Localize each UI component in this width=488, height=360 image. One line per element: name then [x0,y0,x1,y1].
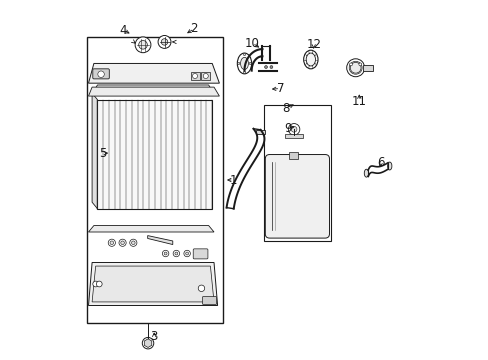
Text: 7: 7 [276,82,284,95]
Text: 2: 2 [190,22,198,35]
Circle shape [349,63,352,66]
Polygon shape [92,93,97,209]
Circle shape [164,252,167,255]
Circle shape [108,239,115,246]
Text: 5: 5 [99,147,106,159]
Circle shape [249,62,251,64]
Ellipse shape [364,169,368,177]
Circle shape [142,337,153,349]
Text: 11: 11 [351,95,366,108]
Ellipse shape [237,53,251,74]
Circle shape [185,252,188,255]
Polygon shape [88,226,214,232]
FancyBboxPatch shape [93,69,109,79]
Polygon shape [92,266,214,302]
Bar [288,152,297,159]
Circle shape [243,71,245,73]
Circle shape [119,239,126,246]
Circle shape [175,252,178,255]
Circle shape [173,250,179,257]
Circle shape [264,66,267,68]
Text: 1: 1 [229,174,237,186]
FancyBboxPatch shape [202,297,216,305]
Circle shape [158,36,171,48]
Circle shape [161,39,167,45]
Circle shape [269,66,272,68]
Bar [256,130,265,134]
Polygon shape [88,262,217,306]
Bar [86,37,223,323]
Polygon shape [92,85,214,94]
Circle shape [237,62,239,64]
Bar [190,72,199,80]
Text: 4: 4 [119,24,127,37]
Text: 12: 12 [305,38,321,51]
Circle shape [135,37,151,53]
Ellipse shape [240,57,248,69]
Bar [97,100,212,209]
Bar [362,65,372,71]
Text: 3: 3 [150,330,158,343]
Circle shape [96,281,102,287]
Text: 9: 9 [283,122,291,135]
Circle shape [346,59,364,77]
Bar [264,105,330,241]
Circle shape [358,63,361,66]
Circle shape [129,239,137,246]
Circle shape [162,250,168,257]
Circle shape [198,285,204,292]
Circle shape [203,73,208,78]
Circle shape [98,71,104,77]
Bar [97,100,212,209]
Circle shape [121,241,124,244]
Circle shape [183,250,190,257]
Circle shape [192,73,197,78]
Circle shape [110,241,113,244]
Polygon shape [147,235,172,244]
Circle shape [288,123,299,135]
Ellipse shape [305,53,315,66]
FancyBboxPatch shape [265,154,329,238]
Text: 10: 10 [244,36,259,50]
Circle shape [349,62,360,73]
Ellipse shape [303,50,317,69]
FancyBboxPatch shape [193,249,207,259]
Circle shape [139,41,147,49]
Circle shape [243,53,245,55]
Circle shape [131,241,135,244]
Bar [285,134,303,138]
Ellipse shape [387,162,391,170]
Circle shape [291,126,296,132]
Polygon shape [88,63,219,83]
Text: 6: 6 [376,156,384,169]
Bar [201,72,210,80]
Polygon shape [88,87,219,96]
Text: 8: 8 [282,102,289,115]
Circle shape [93,281,99,287]
